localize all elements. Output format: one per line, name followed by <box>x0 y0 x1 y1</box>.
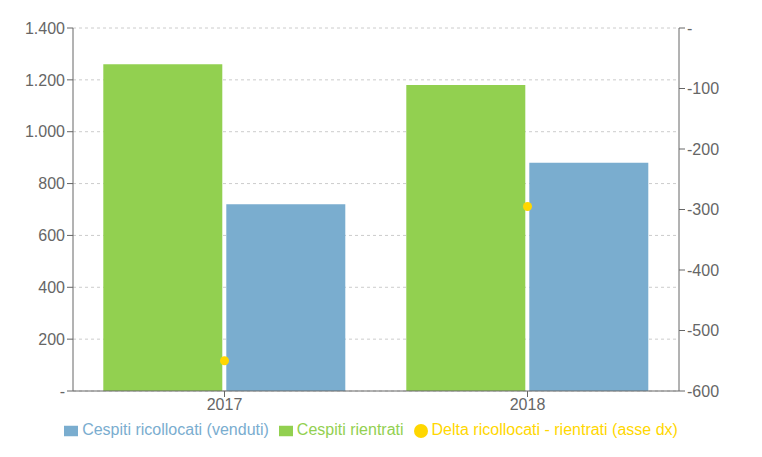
svg-text:-400: -400 <box>687 262 719 279</box>
svg-text:-: - <box>687 20 692 37</box>
svg-text:-200: -200 <box>687 141 719 158</box>
svg-text:1.400: 1.400 <box>25 20 65 37</box>
svg-text:2017: 2017 <box>207 396 243 413</box>
svg-text:2018: 2018 <box>510 396 546 413</box>
html-text:Delta ricollocati - rientrati: Delta ricollocati - rientrati (asse dx) <box>431 421 678 438</box>
svg-text:400: 400 <box>38 279 65 296</box>
svg-text:200: 200 <box>38 331 65 348</box>
svg-text:600: 600 <box>38 227 65 244</box>
html-text:Cespiti ricollocati (venduti): Cespiti ricollocati (venduti) <box>82 421 269 438</box>
svg-text:-100: -100 <box>687 80 719 97</box>
svg-text:-500: -500 <box>687 322 719 339</box>
svg-text:1.000: 1.000 <box>25 123 65 140</box>
svg-text:-600: -600 <box>687 383 719 400</box>
svg-text:-: - <box>60 383 65 400</box>
svg-text:800: 800 <box>38 175 65 192</box>
html-text:Cespiti rientrati: Cespiti rientrati <box>296 421 404 438</box>
svg-text:-300: -300 <box>687 201 719 218</box>
svg-text:1.200: 1.200 <box>25 72 65 89</box>
